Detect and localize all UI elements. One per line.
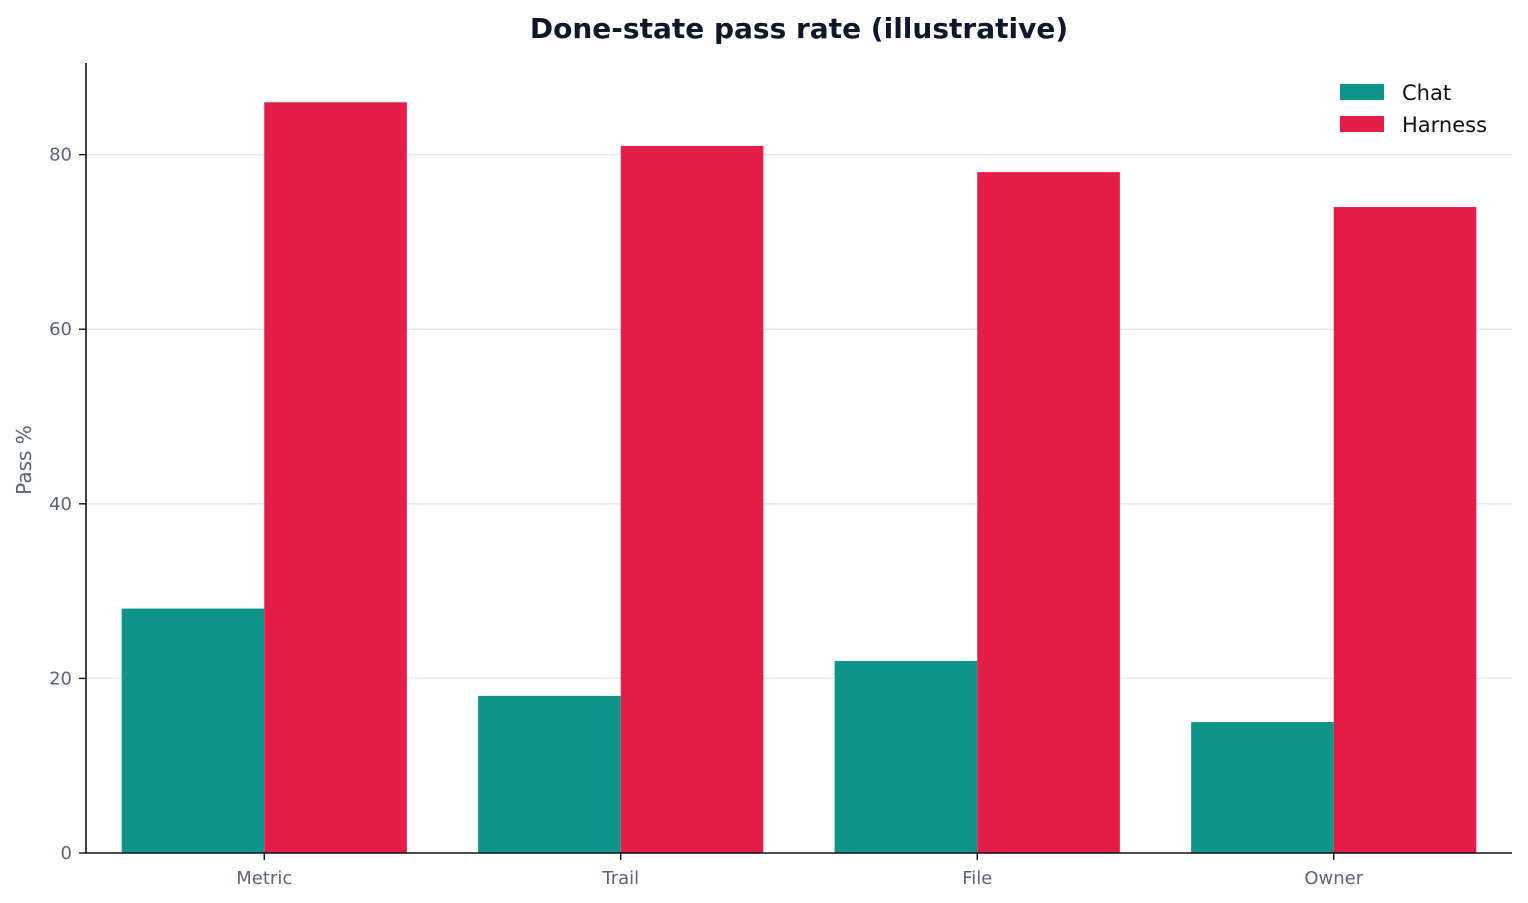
legend-label-harness: Harness xyxy=(1402,113,1487,137)
legend-label-chat: Chat xyxy=(1402,81,1451,105)
y-tick-label: 80 xyxy=(49,145,72,166)
y-axis-ticks: 0 20 40 60 80 xyxy=(49,145,86,864)
x-tick-label: Owner xyxy=(1304,868,1363,889)
bar-harness-trail xyxy=(620,145,764,854)
chart-title: Done-state pass rate (illustrative) xyxy=(530,12,1068,45)
x-tick-label: Trail xyxy=(601,868,639,889)
x-axis-ticks: Metric Trail File Owner xyxy=(236,853,1364,889)
legend-swatch-chat xyxy=(1340,84,1384,100)
y-tick-label: 20 xyxy=(49,668,72,689)
y-tick-label: 0 xyxy=(61,843,72,864)
legend: Chat Harness xyxy=(1340,81,1487,137)
x-tick-label: File xyxy=(962,868,992,889)
bar-chat-file xyxy=(834,660,978,853)
y-tick-label: 40 xyxy=(49,494,72,515)
bar-chat-trail xyxy=(478,695,621,853)
bar-harness-file xyxy=(977,172,1120,853)
y-tick-label: 60 xyxy=(49,319,72,340)
bar-chat-metric xyxy=(121,608,265,853)
bars xyxy=(121,102,1477,854)
legend-swatch-harness xyxy=(1340,116,1384,132)
x-tick-label: Metric xyxy=(236,868,292,889)
bar-harness-owner xyxy=(1333,207,1477,853)
y-axis-label: Pass % xyxy=(12,425,36,495)
bar-harness-metric xyxy=(264,102,407,854)
bar-chat-owner xyxy=(1191,722,1334,853)
